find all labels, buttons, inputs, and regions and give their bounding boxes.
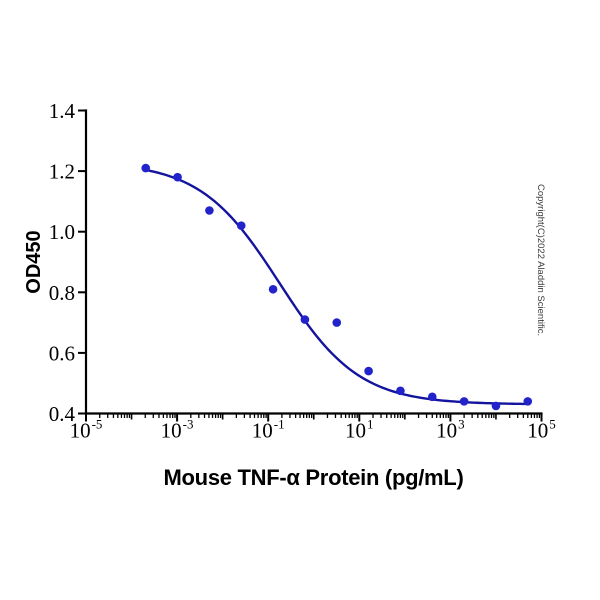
data-point: [332, 318, 342, 327]
y-axis-tick-label: 1.2: [49, 160, 75, 184]
data-point: [523, 397, 533, 406]
axis-lines: [84, 109, 543, 415]
data-point: [396, 386, 405, 396]
y-axis-tick-label: 0.4: [49, 402, 76, 426]
data-point: [364, 366, 373, 376]
y-axis-tick-label: 1.0: [49, 220, 75, 244]
plot-area: 0.4 0.6 0.8 1.0 1.2 1.4 10-5 10-3 10-1 101 103 105: [49, 99, 556, 443]
y-axis-tick-label: 0.8: [49, 281, 75, 305]
data-point: [236, 221, 246, 230]
data-point: [300, 315, 310, 324]
y-axis-title: OD450: [23, 230, 45, 293]
x-axis-tick-label: 10-3: [161, 417, 194, 443]
data-point: [427, 392, 437, 402]
copyright-watermark: Copyright(C)2022 Aladdin Scientific.: [535, 184, 546, 336]
y-axis-tick-label: 0.6: [49, 341, 75, 365]
x-axis-title: Mouse TNF-α Protein (pg/mL): [164, 465, 464, 490]
data-point: [459, 397, 469, 406]
x-axis-tick-label: 105: [527, 417, 556, 443]
data-point: [268, 284, 278, 294]
x-axis-tick-label: 10-1: [252, 417, 285, 443]
y-axis-tick-label: 1.4: [49, 99, 76, 123]
data-point: [491, 401, 501, 411]
fit-curve: [144, 168, 529, 406]
data-point: [205, 206, 214, 215]
data-point: [173, 172, 182, 182]
x-axis-tick-label: 10-5: [70, 417, 103, 443]
data-point: [141, 163, 151, 173]
x-axis-tick-label: 101: [345, 417, 374, 443]
x-axis-tick-label: 103: [436, 417, 465, 443]
